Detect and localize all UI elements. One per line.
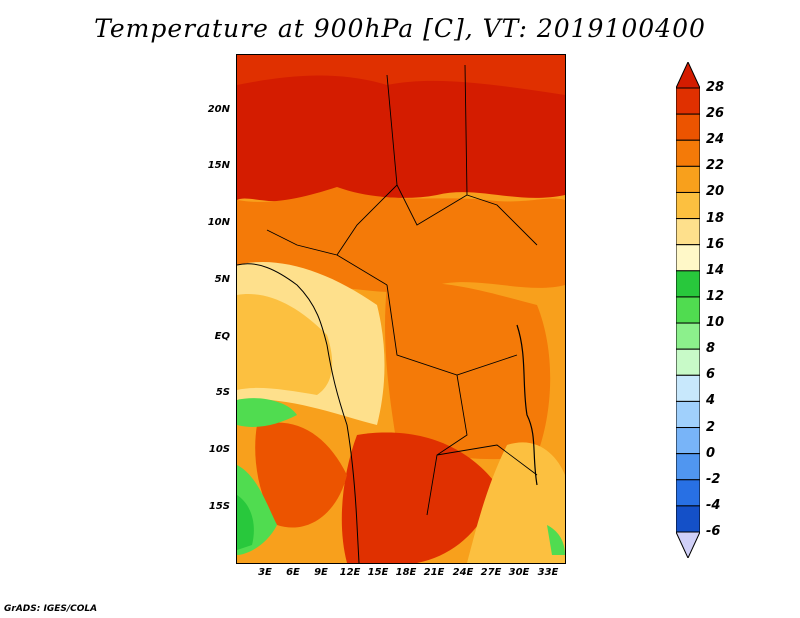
lat-label-15s: 15S	[208, 501, 230, 512]
field-warm-southwest	[255, 422, 347, 528]
colorbar-label: -4	[706, 497, 721, 513]
colorbar-box	[676, 348, 700, 376]
lat-label-10s: 10S	[208, 444, 230, 455]
field-east-cool	[467, 442, 565, 563]
colorbar-box	[676, 218, 700, 246]
lon-label-27e: 27E	[480, 567, 502, 578]
coastline-west	[237, 263, 360, 563]
lat-label-5s: 5S	[215, 387, 230, 398]
colorbar-box	[676, 427, 700, 455]
colorbar-box	[676, 505, 700, 533]
lat-label-15n: 15N	[207, 160, 230, 171]
field-hot-south	[341, 432, 497, 563]
colorbar-label: -6	[706, 524, 721, 539]
temperature-field	[237, 55, 565, 563]
colorbar-label: 28	[706, 80, 725, 95]
lon-label-18e: 18E	[395, 567, 417, 578]
colorbar-label: 8	[706, 341, 716, 357]
colorbar-label: 2	[706, 419, 716, 435]
colorbar-label: 16	[706, 236, 725, 252]
field-central	[385, 282, 551, 460]
field-green-ocean3	[237, 495, 254, 550]
lon-label-24e: 24E	[452, 567, 474, 578]
colorbar-box	[676, 191, 700, 220]
colorbar-box	[676, 374, 700, 402]
lon-label-12e: 12E	[339, 567, 361, 578]
lon-label-30e: 30E	[508, 567, 530, 578]
colorbar-box	[676, 244, 700, 272]
colorbar-box	[676, 322, 700, 350]
lon-label-9e: 9E	[314, 567, 328, 578]
colorbar-box	[676, 139, 700, 167]
colorbar-label: 6	[706, 367, 716, 383]
colorbar-box	[676, 400, 700, 429]
lon-label-33e: 33E	[537, 567, 559, 578]
lat-label-5n: 5N	[214, 274, 230, 285]
lon-label-21e: 21E	[423, 567, 445, 578]
field-hot-north	[237, 55, 565, 202]
colorbar-label: 10	[706, 315, 725, 331]
colorbar-label: 4	[706, 393, 716, 409]
map-title: Temperature at 900hPa [C], VT: 201910040…	[94, 14, 706, 43]
colorbar-box	[676, 479, 700, 507]
colorbar-bottom-arrow	[676, 531, 700, 558]
lon-label-6e: 6E	[286, 567, 300, 578]
colorbar	[676, 62, 700, 558]
colorbar-label: -2	[706, 471, 721, 487]
rift-lakes	[516, 324, 538, 486]
colorbar-box	[676, 270, 700, 298]
field-cool-west	[237, 294, 333, 395]
colorbar-label: 14	[706, 262, 725, 278]
field-green-east	[547, 525, 565, 555]
lat-label-eq: EQ	[214, 331, 230, 342]
lat-label-10n: 10N	[207, 217, 230, 228]
field-orange-belt	[237, 187, 565, 295]
grads-credit: GrADS: IGES/COLA	[4, 604, 98, 614]
colorbar-label: 12	[706, 288, 725, 304]
colorbar-top-arrow	[676, 62, 700, 89]
country-borders	[266, 64, 538, 516]
colorbar-box	[676, 296, 700, 324]
colorbar-label: 18	[706, 210, 725, 226]
colorbar-label: 24	[706, 132, 725, 148]
lon-label-15e: 15E	[367, 567, 389, 578]
colorbar-label: 22	[706, 158, 725, 174]
colorbar-label: 26	[706, 106, 725, 122]
colorbar-box	[676, 87, 700, 115]
lon-label-3e: 3E	[258, 567, 272, 578]
colorbar-label: 20	[706, 184, 725, 200]
field-hot-top	[237, 55, 565, 95]
lat-label-20n: 20N	[207, 104, 230, 115]
colorbar-box	[676, 113, 700, 141]
colorbar-box	[676, 165, 700, 193]
colorbar-label: 0	[706, 445, 716, 461]
field-green-ocean1	[237, 398, 297, 427]
temperature-map	[236, 54, 566, 564]
colorbar-box	[676, 453, 700, 481]
